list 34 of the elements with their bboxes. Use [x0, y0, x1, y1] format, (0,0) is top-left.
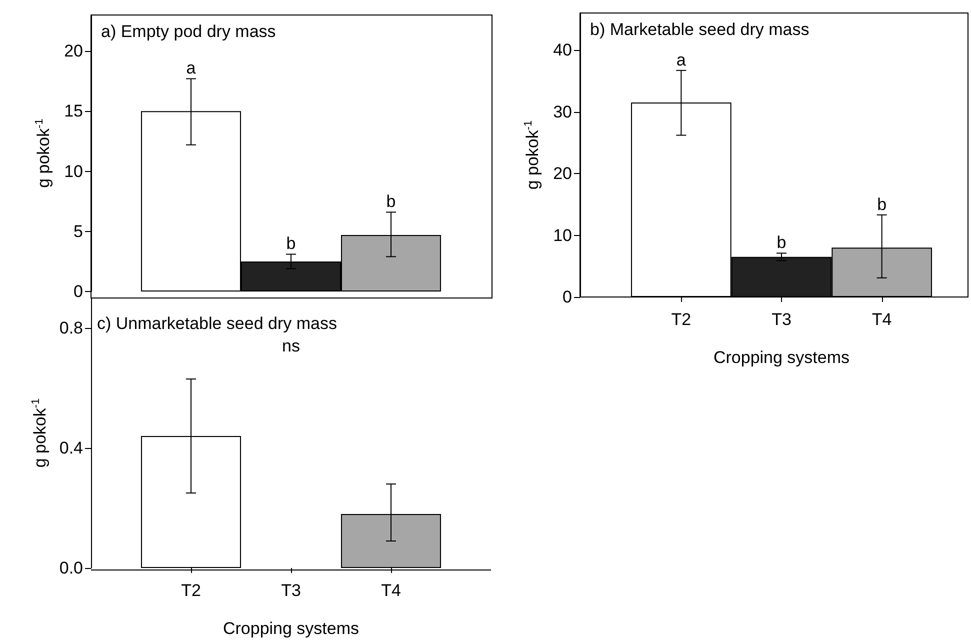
y-tick-label: 40 — [553, 40, 572, 60]
chart-title: b) Marketable seed dry mass — [590, 20, 810, 39]
x-tick-label: T2 — [181, 581, 201, 600]
x-axis-title: Cropping systems — [713, 348, 850, 367]
y-axis-title: g pokok-1 — [34, 118, 53, 188]
x-tick-label: T3 — [281, 581, 301, 600]
x-axis-title: Cropping systems — [222, 619, 360, 638]
y-tick-label: 0.8 — [59, 318, 83, 338]
x-tick-label: T4 — [872, 310, 892, 329]
y-tick-label: 0 — [562, 288, 572, 306]
y-tick-label: 20 — [64, 42, 83, 61]
x-tick-label: T3 — [772, 310, 792, 329]
y-tick-label: 10 — [64, 162, 83, 181]
y-axis-title: g pokok-1 — [522, 120, 542, 190]
annotation: b — [386, 192, 396, 212]
text: c) Unmarketable seed dry mass — [97, 314, 337, 333]
annotation: b — [877, 194, 887, 214]
annotation: a — [676, 50, 686, 70]
y-axis-title: g pokok-1 — [30, 398, 50, 468]
annotation: b — [286, 234, 296, 254]
y-tick-label: 15 — [64, 102, 83, 121]
annotation: ns — [282, 336, 300, 356]
y-tick-label: 0.4 — [59, 438, 83, 458]
y-tick-label: 10 — [553, 226, 572, 245]
x-tick-label: T4 — [381, 581, 401, 600]
y-tick-label: 20 — [553, 164, 572, 184]
annotation: a — [186, 58, 196, 78]
y-tick-label: 5 — [74, 222, 83, 241]
chart-title: a) Empty pod dry mass — [101, 22, 276, 41]
y-tick-label: 0.0 — [59, 558, 83, 578]
y-tick-label: 0 — [74, 282, 83, 301]
annotation: b — [776, 233, 786, 252]
x-tick-label: T2 — [671, 310, 692, 329]
y-tick-label: 30 — [553, 102, 572, 122]
